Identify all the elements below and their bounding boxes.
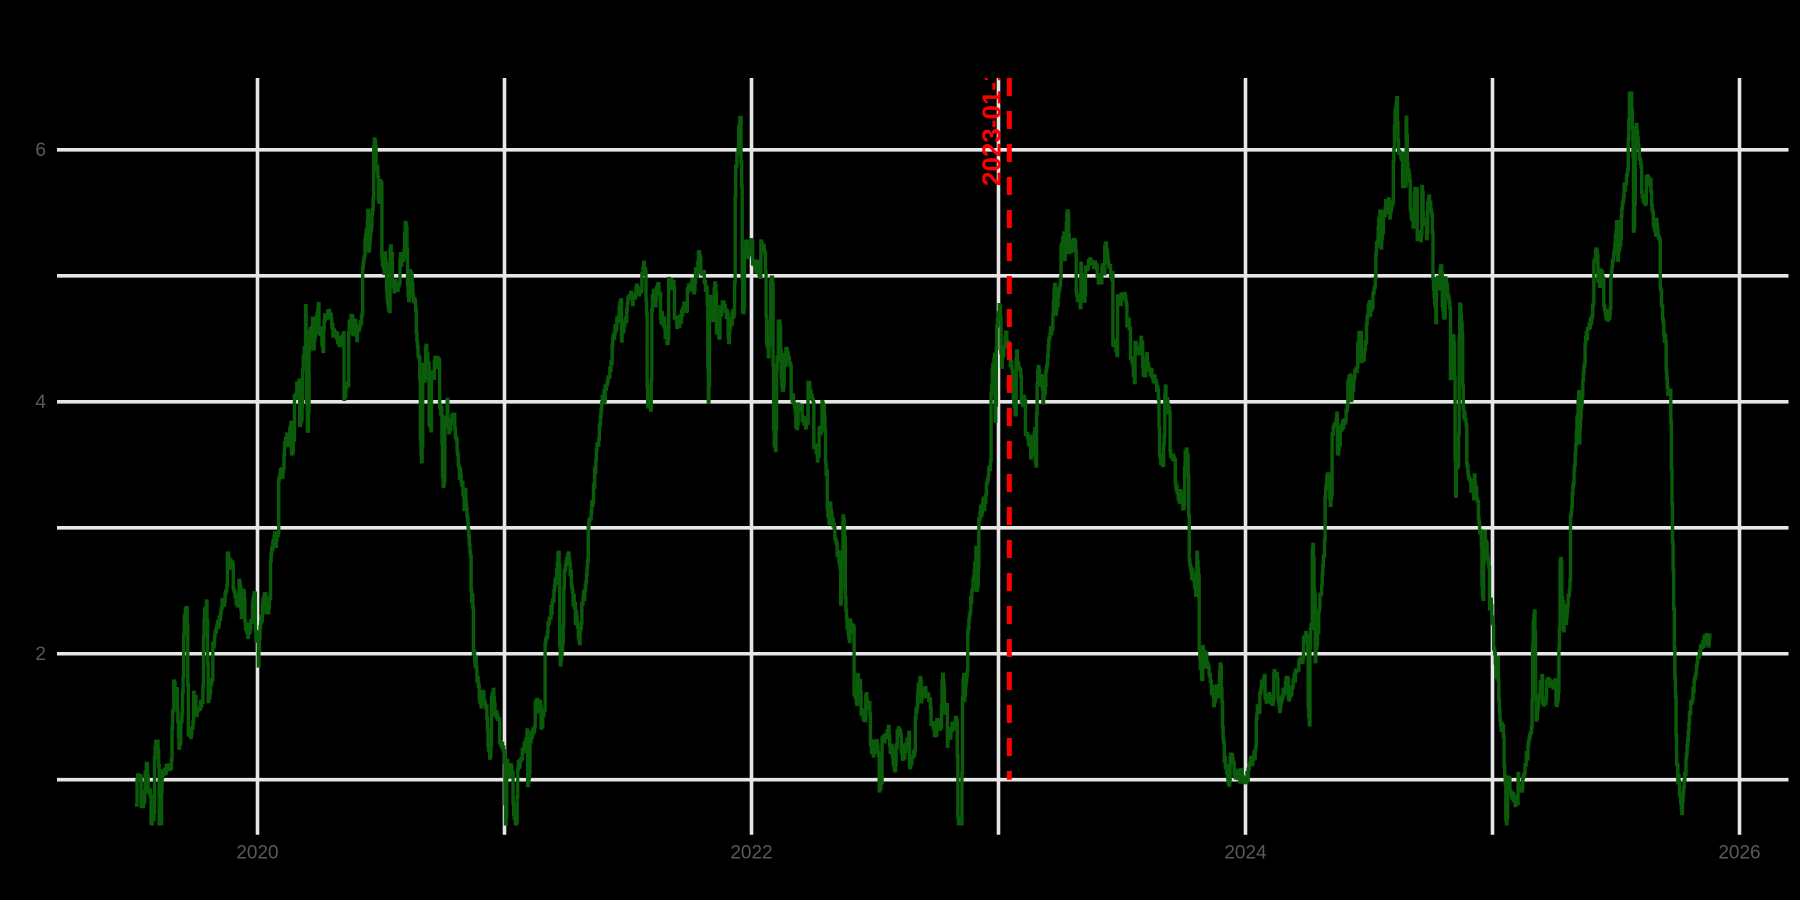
svg-text:4: 4 (35, 392, 46, 413)
svg-text:2: 2 (35, 644, 46, 665)
svg-text:2022: 2022 (730, 843, 772, 864)
svg-text:6: 6 (35, 140, 46, 161)
svg-text:2026: 2026 (1718, 843, 1760, 864)
svg-text:2020: 2020 (236, 843, 278, 864)
svg-text:2024: 2024 (1224, 843, 1267, 864)
